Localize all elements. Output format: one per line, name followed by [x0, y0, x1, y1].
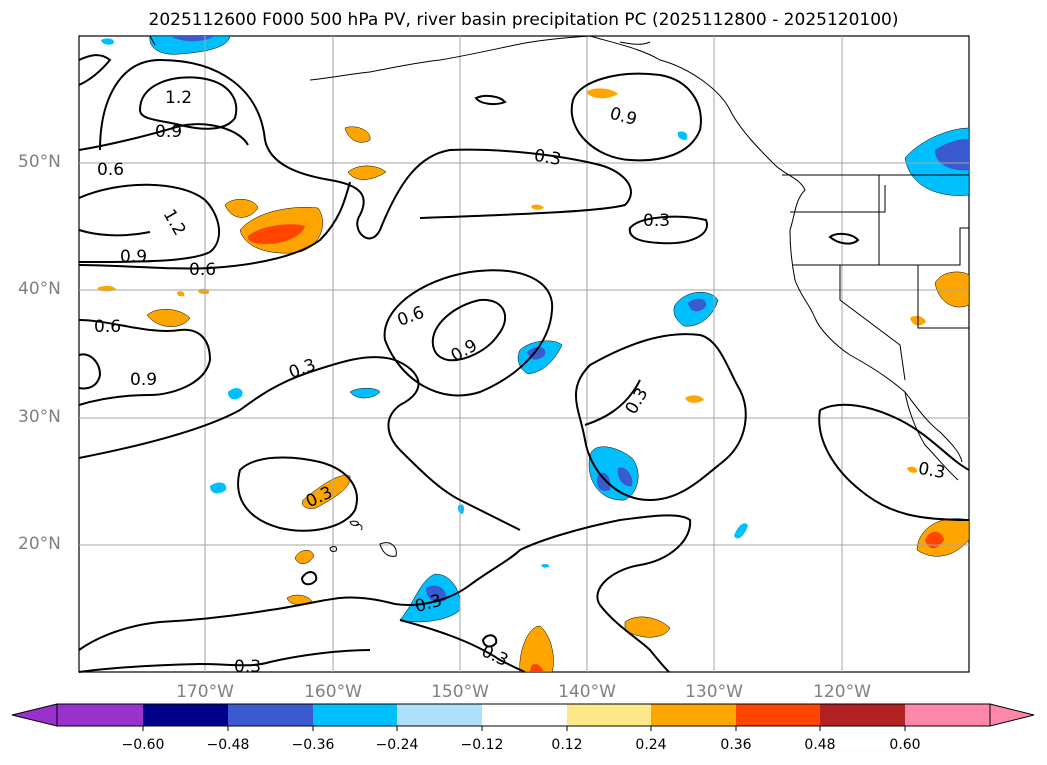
contour-label: 0.9: [155, 122, 182, 142]
contour-label: 0.3: [643, 211, 670, 231]
colorbar-tick-label: 0.24: [635, 737, 667, 753]
colorbar-extend-high: [989, 703, 1035, 727]
lat-label: 30°N: [18, 407, 61, 427]
lat-label: 50°N: [18, 152, 61, 172]
colorbar-tick-label: −0.12: [460, 737, 504, 753]
lon-label: 130°W: [685, 682, 743, 702]
contour-label: 1.2: [165, 88, 192, 108]
lon-label: 150°W: [431, 682, 489, 702]
colorbar-tick-label: 0.36: [720, 737, 752, 753]
colorbar-tick-label: −0.60: [121, 737, 165, 753]
contour-label: 0.9: [120, 247, 147, 267]
lat-label: 20°N: [18, 534, 61, 554]
colorbar-tick-label: −0.48: [206, 737, 250, 753]
contour-label: 0.6: [189, 260, 216, 280]
contour-label: 0.3: [532, 146, 562, 170]
lon-label: 160°W: [304, 682, 362, 702]
colorbar-tick-label: 0.48: [804, 737, 836, 753]
contour-label: 0.6: [94, 317, 121, 337]
lat-label: 40°N: [18, 279, 61, 299]
lon-label: 170°W: [176, 682, 234, 702]
lon-label: 140°W: [558, 682, 616, 702]
contour-label: 0.3: [234, 657, 261, 677]
contour-label: 0.6: [97, 160, 124, 180]
graticule: [79, 36, 969, 672]
lon-label: 120°W: [813, 682, 871, 702]
pv-contours: [78, 54, 970, 673]
colorbar: [11, 703, 1035, 731]
contour-label: 0.3: [917, 459, 947, 483]
colorbar-tick-label: 0.12: [551, 737, 583, 753]
colorbar-tick-label: −0.24: [375, 737, 419, 753]
colorbar-tick-label: 0.60: [889, 737, 921, 753]
colorbar-tick-label: −0.36: [291, 737, 335, 753]
colorbar-extend-low: [11, 703, 58, 727]
map-title: 2025112600 F000 500 hPa PV, river basin …: [148, 10, 899, 30]
precip-shading: [97, 35, 970, 673]
coastlines: [149, 35, 969, 557]
contour-label: 0.9: [130, 370, 157, 390]
